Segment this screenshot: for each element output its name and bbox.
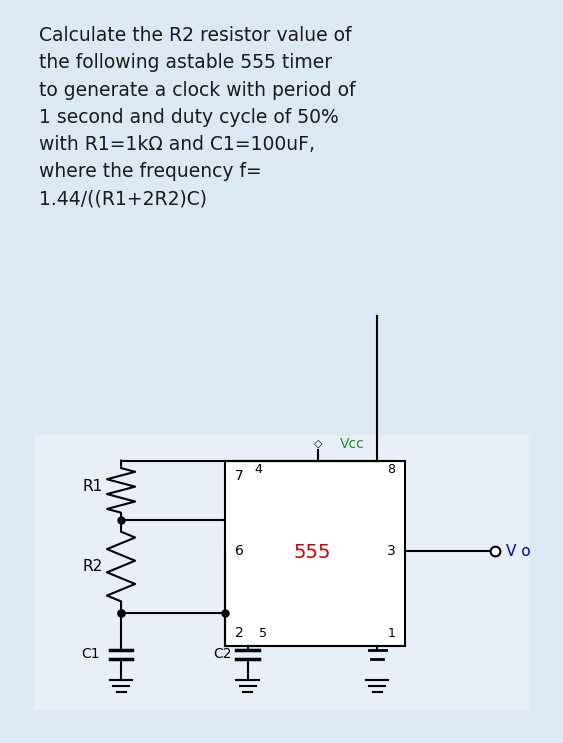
Text: 555: 555 (294, 543, 331, 562)
Bar (225, 461, 405, 646)
Text: Calculate the R2 resistor value of
the following astable 555 timer
to generate a: Calculate the R2 resistor value of the f… (39, 26, 356, 209)
Text: ◇: ◇ (314, 438, 323, 449)
Text: C2: C2 (213, 647, 231, 661)
Text: 1: 1 (387, 626, 395, 640)
Text: 3: 3 (387, 545, 396, 558)
Text: Vcc: Vcc (339, 437, 364, 450)
Text: V o: V o (506, 544, 530, 559)
Text: 8: 8 (387, 463, 395, 476)
Text: 2: 2 (235, 626, 244, 640)
Text: 6: 6 (235, 545, 244, 558)
Text: 4: 4 (254, 463, 262, 476)
Text: R1: R1 (83, 479, 103, 494)
Bar (34, 435, 529, 710)
Text: 7: 7 (235, 469, 244, 482)
Text: R2: R2 (83, 559, 103, 574)
Text: 5: 5 (259, 626, 267, 640)
Text: C1: C1 (81, 647, 100, 661)
